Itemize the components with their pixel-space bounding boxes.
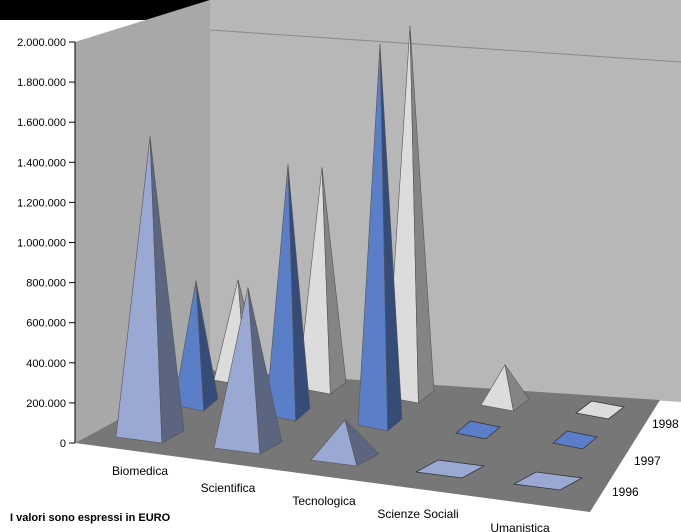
pyramid-base: [512, 471, 584, 491]
y-tick-label: 1.600.000: [17, 117, 66, 129]
y-axis: 0 200.000 400.000 600.000 800.000 1.000.000 1.…: [17, 37, 76, 450]
pyramid-side: [195, 280, 219, 412]
y-tick-label: 800.000: [26, 278, 66, 290]
pyramid-side: [287, 164, 311, 422]
series-label: 1997: [634, 454, 661, 468]
chart-marks: [115, 26, 625, 491]
pyramid-side: [504, 364, 530, 412]
category-label: Tecnologica: [292, 494, 356, 508]
pyramid-base: [552, 430, 598, 450]
y-tick-label: 1.800.000: [17, 77, 66, 89]
y-tick-label: 200.000: [26, 398, 66, 410]
gridlines: [209, 29, 681, 63]
pyramid-side: [344, 418, 380, 467]
y-tick-label: 0: [60, 438, 66, 450]
category-label: Umanistica: [490, 521, 550, 532]
series-label: 1996: [612, 485, 639, 499]
currency-note: I valori sono espressi in EURO: [10, 512, 171, 524]
pyramid-side: [149, 136, 185, 444]
category-label: Biomedica: [112, 464, 168, 478]
pyramid-side: [409, 26, 435, 404]
category-label: Scientifica: [201, 481, 256, 495]
pyramid-base: [575, 400, 625, 420]
category-labels: Biomedica Scientifica Tecnologica Scienze S…: [112, 464, 550, 532]
series-label: 1998: [652, 417, 679, 431]
y-tick-label: 1.200.000: [17, 197, 66, 209]
y-tick-label: 400.000: [26, 358, 66, 370]
pyramid-side: [379, 44, 403, 432]
pyramid-base: [414, 459, 486, 479]
y-tick-label: 1.400.000: [17, 157, 66, 169]
series-labels: 1996 1997 1998: [612, 417, 679, 499]
pyramid-side: [247, 287, 283, 455]
y-tick-label: 1.000.000: [17, 238, 66, 250]
y-tick-label: 2.000.000: [17, 37, 66, 49]
y-tick-label: 600.000: [26, 318, 66, 330]
pyramid-base: [455, 420, 501, 440]
pyramid-side: [321, 167, 347, 395]
category-label: Scienze Sociali: [377, 507, 458, 521]
gridline: [209, 29, 681, 63]
